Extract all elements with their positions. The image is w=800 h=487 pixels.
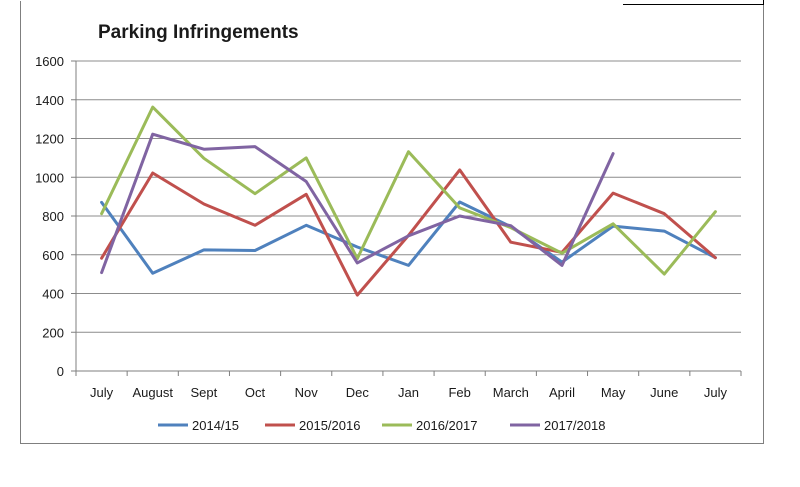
y-tick-label: 200 bbox=[42, 325, 64, 340]
x-tick-label: August bbox=[132, 385, 173, 400]
y-tick-label: 1400 bbox=[35, 93, 64, 108]
x-tick-label: May bbox=[601, 385, 626, 400]
chart-title: Parking Infringements bbox=[98, 22, 299, 43]
y-tick-label: 600 bbox=[42, 248, 64, 263]
series-line bbox=[100, 132, 615, 275]
series-line bbox=[100, 200, 717, 275]
x-tick-label: Dec bbox=[346, 385, 370, 400]
x-tick-label: Feb bbox=[448, 385, 470, 400]
gridlines bbox=[76, 60, 741, 333]
y-tick-label: 400 bbox=[42, 287, 64, 302]
x-tick-label: April bbox=[549, 385, 575, 400]
y-tick-label: 800 bbox=[42, 209, 64, 224]
y-tick-label: 0 bbox=[57, 364, 64, 379]
y-tick-label: 1000 bbox=[35, 170, 64, 185]
x-tick-label: July bbox=[90, 385, 114, 400]
chart-frame bbox=[20, 1, 764, 444]
legend-label: 2017/2018 bbox=[544, 418, 605, 433]
legend-label: 2014/15 bbox=[192, 418, 239, 433]
y-tick-label: 1200 bbox=[35, 132, 64, 147]
x-tick-label: March bbox=[493, 385, 529, 400]
legend-label: 2015/2016 bbox=[299, 418, 360, 433]
series-lines bbox=[100, 105, 717, 297]
y-axis: 0 200 400 600 800 1000 1200 1400 1600 bbox=[35, 54, 77, 379]
x-tick-label: June bbox=[650, 385, 678, 400]
y-tick-label: 1600 bbox=[35, 54, 64, 69]
x-tick-label: Jan bbox=[398, 385, 419, 400]
legend-label: 2016/2017 bbox=[416, 418, 477, 433]
series-line bbox=[100, 105, 717, 276]
x-tick-label: July bbox=[704, 385, 728, 400]
x-axis: July August Sept Oct Nov Dec Jan Feb March April M… bbox=[75, 370, 742, 400]
x-tick-label: Sept bbox=[191, 385, 218, 400]
clipped-edge bbox=[623, 0, 764, 5]
legend: 2014/15 2015/2016 2016/2017 2017/2018 bbox=[158, 418, 605, 433]
x-tick-label: Oct bbox=[245, 385, 266, 400]
x-tick-label: Nov bbox=[295, 385, 319, 400]
